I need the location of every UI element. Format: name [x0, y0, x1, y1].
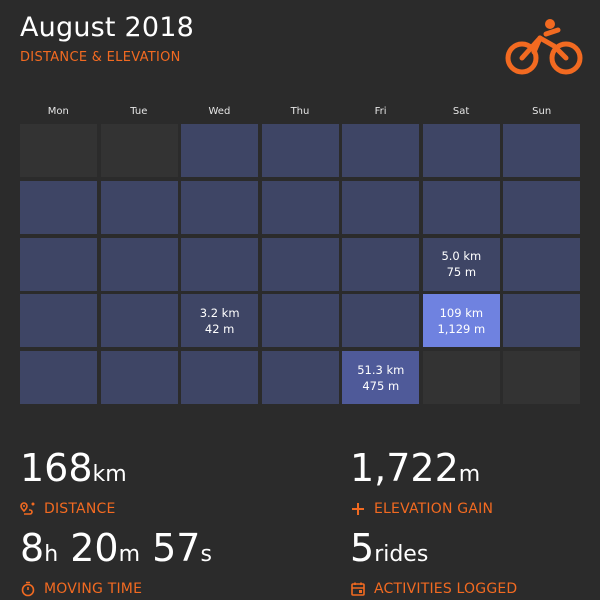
calendar-day [422, 351, 500, 405]
weekday-label: Sat [452, 106, 470, 117]
elevation-value: 1,722 [350, 446, 459, 490]
hours-value: 8 [20, 526, 45, 570]
calendar-day [100, 124, 178, 177]
calendar-day [20, 237, 97, 291]
calendar-day [422, 180, 500, 234]
minutes-unit: m [118, 542, 141, 567]
activities-value: 5 [350, 526, 375, 570]
plus-icon [352, 503, 364, 515]
activities-stat: 5rides ACTIVITIES LOGGED [350, 528, 517, 597]
calendar-day [503, 124, 581, 177]
calendar-day [342, 180, 420, 234]
calendar-icon [351, 582, 365, 596]
seconds-unit: s [200, 542, 212, 567]
weekday-label: Thu [290, 106, 310, 117]
cyclist-icon [505, 19, 583, 75]
distance-unit: km [92, 462, 127, 487]
distance-label: DISTANCE [44, 501, 116, 517]
calendar-day [20, 294, 97, 348]
minutes-value: 20 [70, 526, 119, 570]
calendar-day [261, 180, 339, 234]
weekday-label: Sun [532, 106, 552, 117]
moving-time-stat: 8h 20m 57s MOVING TIME [20, 528, 212, 597]
calendar-day [261, 294, 339, 348]
calendar-day [503, 180, 581, 234]
weekday-label: Tue [130, 106, 148, 117]
seconds-value: 57 [152, 526, 201, 570]
calendar-day [503, 294, 581, 348]
calendar-day [100, 351, 178, 405]
weekday-label: Mon [47, 106, 69, 117]
calendar-day [342, 124, 420, 177]
calendar-day [181, 351, 259, 405]
calendar-day [181, 124, 259, 177]
elevation-label: ELEVATION GAIN [374, 501, 494, 517]
calendar-day [342, 237, 420, 291]
calendar-day-activity: 5.0 km 75 m [422, 237, 500, 291]
distance-value: 168 [20, 446, 93, 490]
day-distance: 51.3 km [357, 362, 405, 377]
day-elevation: 1,129 m [437, 321, 486, 336]
day-distance: 5.0 km [441, 249, 482, 264]
calendar-day [261, 124, 339, 177]
calendar-day [20, 351, 97, 405]
calendar-day-activity: 3.2 km 42 m [181, 294, 259, 348]
page-subtitle: DISTANCE & ELEVATION [20, 50, 181, 65]
day-elevation: 75 m [446, 265, 477, 280]
activities-unit: rides [374, 542, 429, 567]
calendar-day [503, 237, 581, 291]
elevation-unit: m [458, 462, 481, 487]
calendar-day [20, 124, 97, 177]
activities-label: ACTIVITIES LOGGED [374, 581, 518, 597]
calendar-day [100, 180, 178, 234]
calendar-day [100, 237, 178, 291]
calendar-day [422, 124, 500, 177]
weekday-label: Wed [208, 106, 231, 117]
moving-time-label: MOVING TIME [44, 581, 143, 597]
calendar-day [181, 237, 259, 291]
distance-stat: 168km DISTANCE [20, 448, 127, 517]
day-elevation: 42 m [204, 321, 235, 336]
calendar-day [503, 351, 581, 405]
calendar-day-activity: 51.3 km 475 m [342, 351, 420, 405]
day-distance: 109 km [439, 305, 484, 320]
day-elevation: 475 m [362, 378, 400, 393]
calendar-day [181, 180, 259, 234]
calendar-day [20, 180, 97, 234]
route-pin-icon [20, 502, 35, 515]
page-title: August 2018 [20, 12, 194, 43]
hours-unit: h [44, 542, 59, 567]
calendar-day [100, 294, 178, 348]
elevation-stat: 1,722m ELEVATION GAIN [350, 448, 493, 517]
day-distance: 3.2 km [199, 305, 240, 320]
calendar-day [342, 294, 420, 348]
calendar-day-activity: 109 km 1,129 m [422, 294, 500, 348]
calendar-day [261, 237, 339, 291]
stopwatch-icon [21, 581, 35, 597]
weekday-label: Fri [374, 106, 387, 117]
weekday-header: Mon Tue Wed Thu Fri Sat Sun [18, 106, 582, 117]
calendar-day [261, 351, 339, 405]
